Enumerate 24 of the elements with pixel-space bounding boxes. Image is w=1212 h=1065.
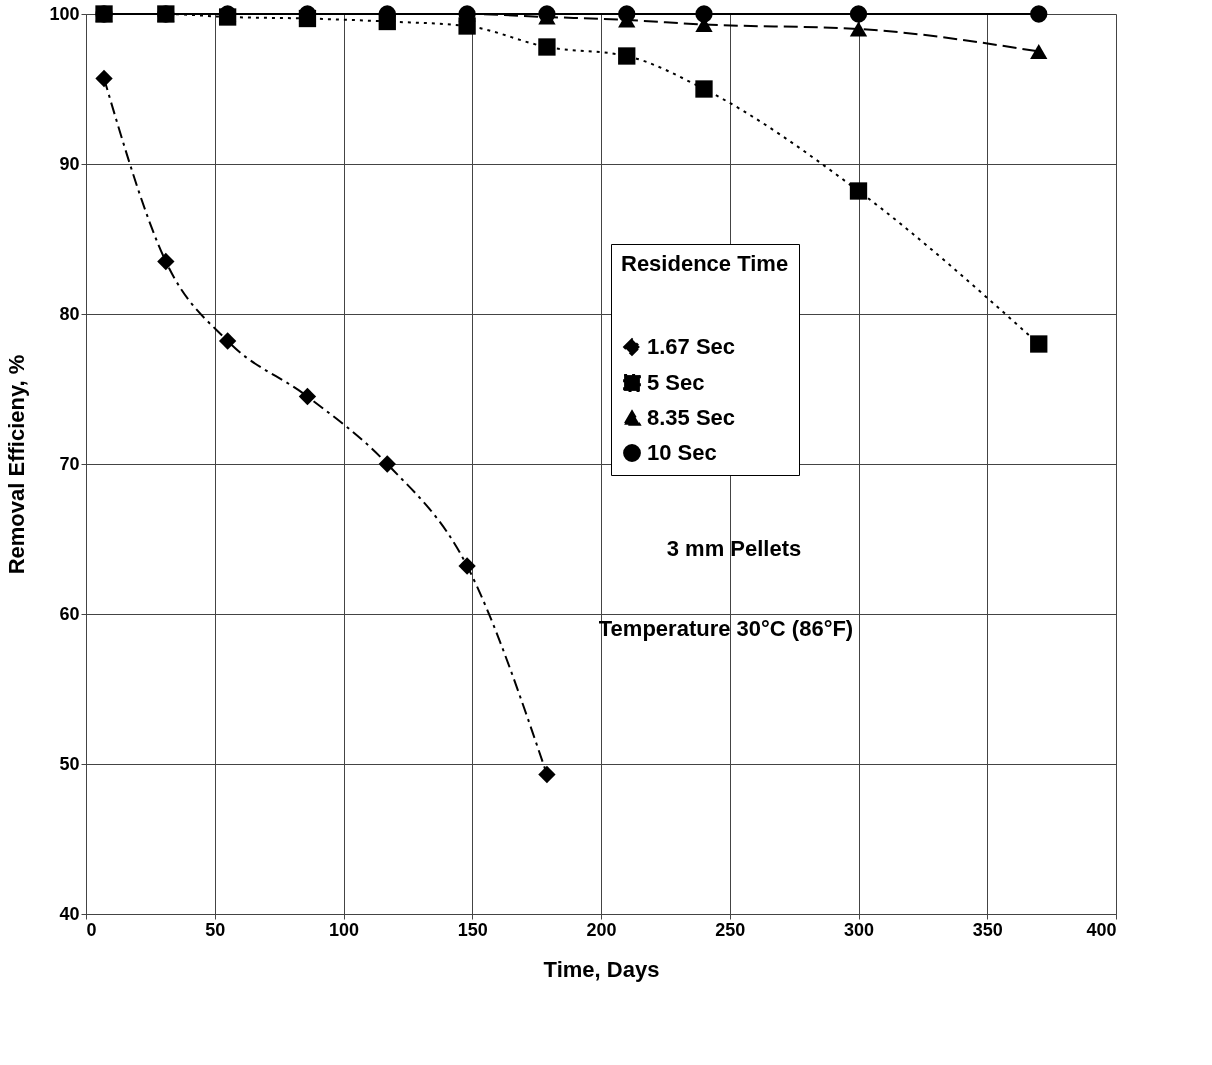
x-tick-label: 100 — [328, 919, 360, 940]
y-tick-label: 90 — [59, 153, 80, 174]
annotation: 3 mm Pellets — [666, 536, 802, 561]
x-tick-label: 150 — [457, 919, 488, 940]
legend-label: 8.35 Sec — [647, 405, 736, 430]
y-tick-label: 70 — [59, 453, 80, 474]
legend-label: 5 Sec — [647, 370, 705, 395]
x-tick-label: 50 — [205, 919, 226, 940]
y-tick-label: 60 — [59, 603, 80, 624]
y-tick-label: 80 — [59, 303, 80, 324]
x-tick-label: 350 — [972, 919, 1003, 940]
x-tick-label: 200 — [586, 919, 617, 940]
x-tick-label: 250 — [715, 919, 746, 940]
y-axis-title: Removal Efficieny, % — [4, 354, 30, 575]
x-tick-label: 0 — [86, 919, 97, 940]
legend-title: Residence Time — [621, 251, 789, 276]
x-tick-label: 300 — [843, 919, 875, 940]
legend-label: 1.67 Sec — [647, 334, 736, 359]
x-axis-title: Time, Days — [543, 956, 660, 982]
legend-label: 10 Sec — [647, 440, 717, 465]
y-tick-label: 100 — [49, 3, 80, 24]
y-tick-label: 40 — [59, 903, 80, 924]
y-tick-label: 50 — [59, 753, 80, 774]
x-tick-label: 400 — [1086, 919, 1117, 940]
